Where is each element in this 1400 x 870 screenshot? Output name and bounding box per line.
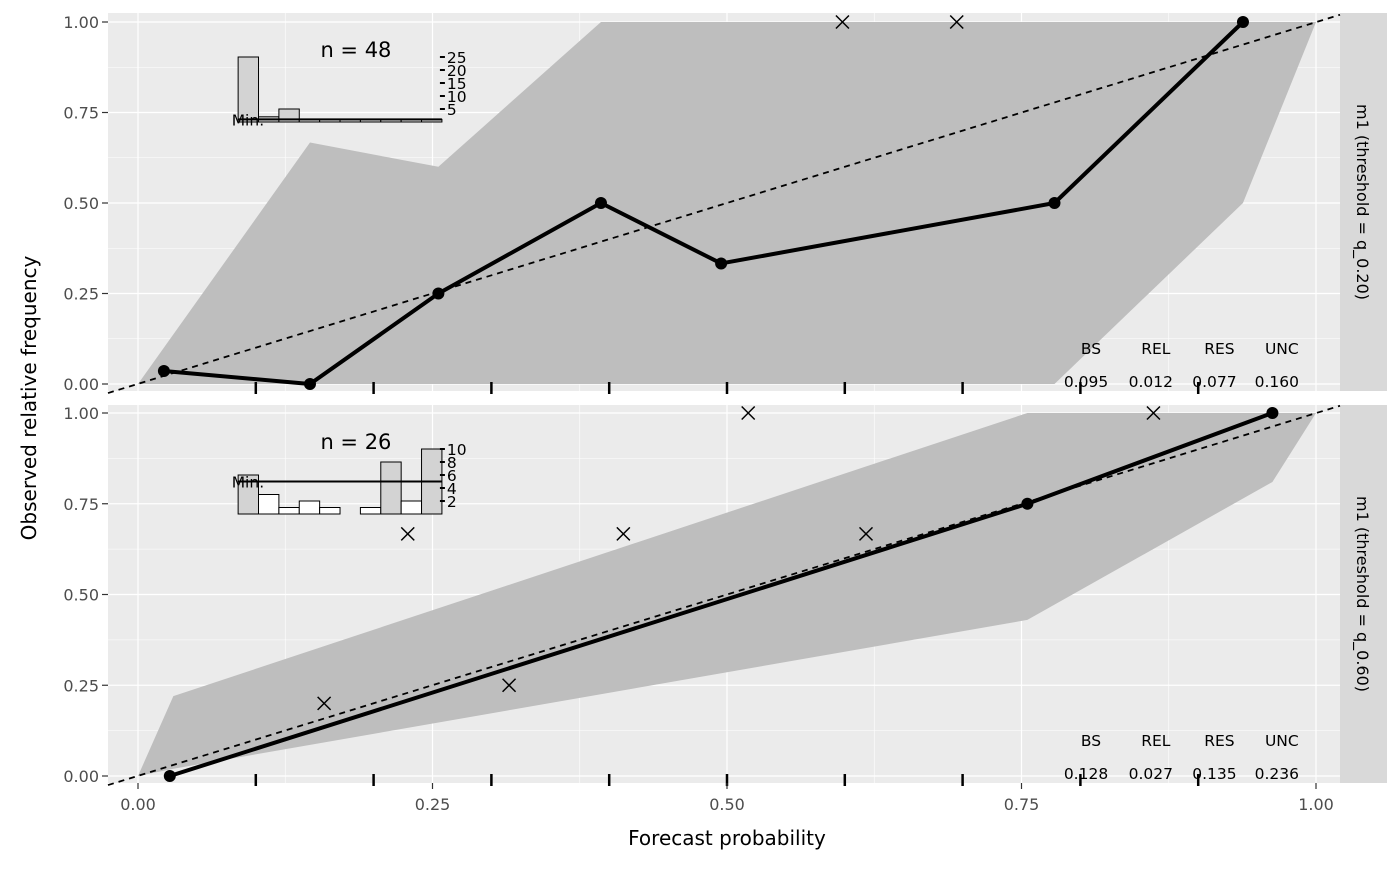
panel-2-histogram-bar [400,500,423,515]
panel-2-reliability-point [1266,407,1279,419]
panel-1-stat-header: BS [1081,340,1101,358]
panel-2-diagonal-reference-line [107,404,1341,786]
x-axis-title: Forecast probability [628,826,826,850]
panel-1-cross-stroke [835,14,850,30]
panel-1-stat-header: REL [1141,340,1171,358]
panel-2-stat-value: 0.135 [1192,765,1236,783]
panel-1-reliability-point [594,197,607,209]
panel-2-histogram-bar [298,500,321,515]
panel-2-histogram-axis-label: 2 [447,493,457,511]
panel-1-sample-size-label: n = 48 [320,38,391,62]
panel-1-stat-header: UNC [1265,340,1299,358]
panel-1-y-tick-label: 0.50 [63,194,99,213]
panel-2-histogram-bar [380,461,402,515]
panel-2-cross-marker [616,526,631,541]
panel-2-cross-marker [400,526,415,541]
panel-1-reliability-point [1048,197,1061,209]
panel-2-reliability-point [1021,497,1034,510]
strip-2-label: m1 (threshold = q_0.60) [1352,496,1372,692]
panel-2-histogram-bar [359,507,382,515]
panel-2-cross-stroke [502,678,517,693]
panel-1-histogram-axis-label: 15 [447,75,467,93]
panel-1-reliability-point [1236,16,1249,28]
panel-1-stat-value: 0.160 [1255,373,1299,391]
panel-2-cross-marker [1146,405,1161,421]
panel-2-stat-value: 0.236 [1255,765,1299,783]
panel-1-stat-header: RES [1204,340,1234,358]
panel-2-y-tick-label: 0.25 [63,676,99,695]
panel-2-cross-stroke [741,405,756,421]
panel-2-cross-stroke [1146,405,1161,421]
panel-2-y-tick-label: 1.00 [63,404,99,423]
panel-2-histogram-axis-label: 4 [447,480,457,498]
panel-2-histogram-axis-label: 8 [447,454,457,472]
panel-1-histogram-axis-label: 5 [447,101,457,119]
panel-2-histogram-axis-label: 10 [447,441,467,459]
panel-1-reliability-point [432,287,445,300]
panel-1-y-tick-label: 0.00 [63,375,99,394]
panel-2-cross-stroke [858,526,874,541]
panel-2-cross-marker [502,678,517,693]
panel-1-histogram-axis-label: 10 [447,88,467,106]
strip-1-label: m1 (threshold = q_0.20) [1352,104,1372,300]
y-axis-title: Observed relative frequency [17,255,41,540]
panel-2-stat-header: REL [1141,732,1171,750]
panel-1-stat-value: 0.012 [1129,373,1173,391]
panel-2-cross-stroke [317,696,332,711]
panel-1-y-tick-label: 1.00 [63,13,99,32]
panel-2-cross-marker [858,526,874,541]
panel-1-stat-value: 0.095 [1064,373,1108,391]
panel-2-stat-header: BS [1081,732,1101,750]
panel-1-histogram-axis-label: 25 [447,49,467,67]
panel-2-histogram-bar [278,507,300,515]
panel-1-y-tick-label: 0.75 [63,104,99,123]
panel-1-cross-marker [949,14,964,30]
panel-1-diagonal-reference-line [107,13,1341,394]
panel-1-reliability-point [157,364,170,377]
panel-2-stat-header: UNC [1265,732,1299,750]
panel-2-histogram-bar [258,494,280,515]
panel-2-histogram-axis-label: 6 [447,467,457,485]
panel-1-reliability-point [303,378,316,390]
panel-2-sample-size-label: n = 26 [320,430,391,454]
x-tick-label: 0.75 [1004,795,1040,814]
panel-2-histogram-bar [319,507,341,515]
panel-2-stat-header: RES [1204,732,1234,750]
panel-1-cross-marker [835,14,850,30]
panel-2-cross-stroke [616,526,631,541]
panel-1-reliability-point [715,257,728,270]
panel-2-stat-value: 0.027 [1129,765,1173,783]
panel-2-reliability-point [163,770,176,782]
panel-1-y-tick-label: 0.25 [63,285,99,304]
strip-1-background [1340,13,1387,391]
panel-1-histogram-bar [237,56,260,123]
panel-1-histogram-min-label: Min. [232,111,264,129]
panel-2-y-tick-label: 0.00 [63,767,99,786]
panel-2-y-tick-label: 0.75 [63,495,99,514]
x-tick-label: 0.00 [120,795,156,814]
x-tick-label: 0.50 [709,795,745,814]
panel-1-cross-stroke [949,14,964,30]
panel-2-cross-marker [317,696,332,711]
strip-2-background [1340,405,1387,783]
panel-1-stat-value: 0.077 [1192,373,1236,391]
panel-2-stat-value: 0.128 [1064,765,1108,783]
panel-2-cross-stroke [400,526,415,541]
panel-2-y-tick-label: 0.50 [63,586,99,605]
panel-2-cross-marker [741,405,756,421]
x-tick-label: 1.00 [1298,795,1334,814]
panel-2-histogram-min-label: Min. [232,474,264,492]
panel-1-histogram-axis-label: 20 [447,62,467,80]
x-tick-label: 0.25 [415,795,451,814]
